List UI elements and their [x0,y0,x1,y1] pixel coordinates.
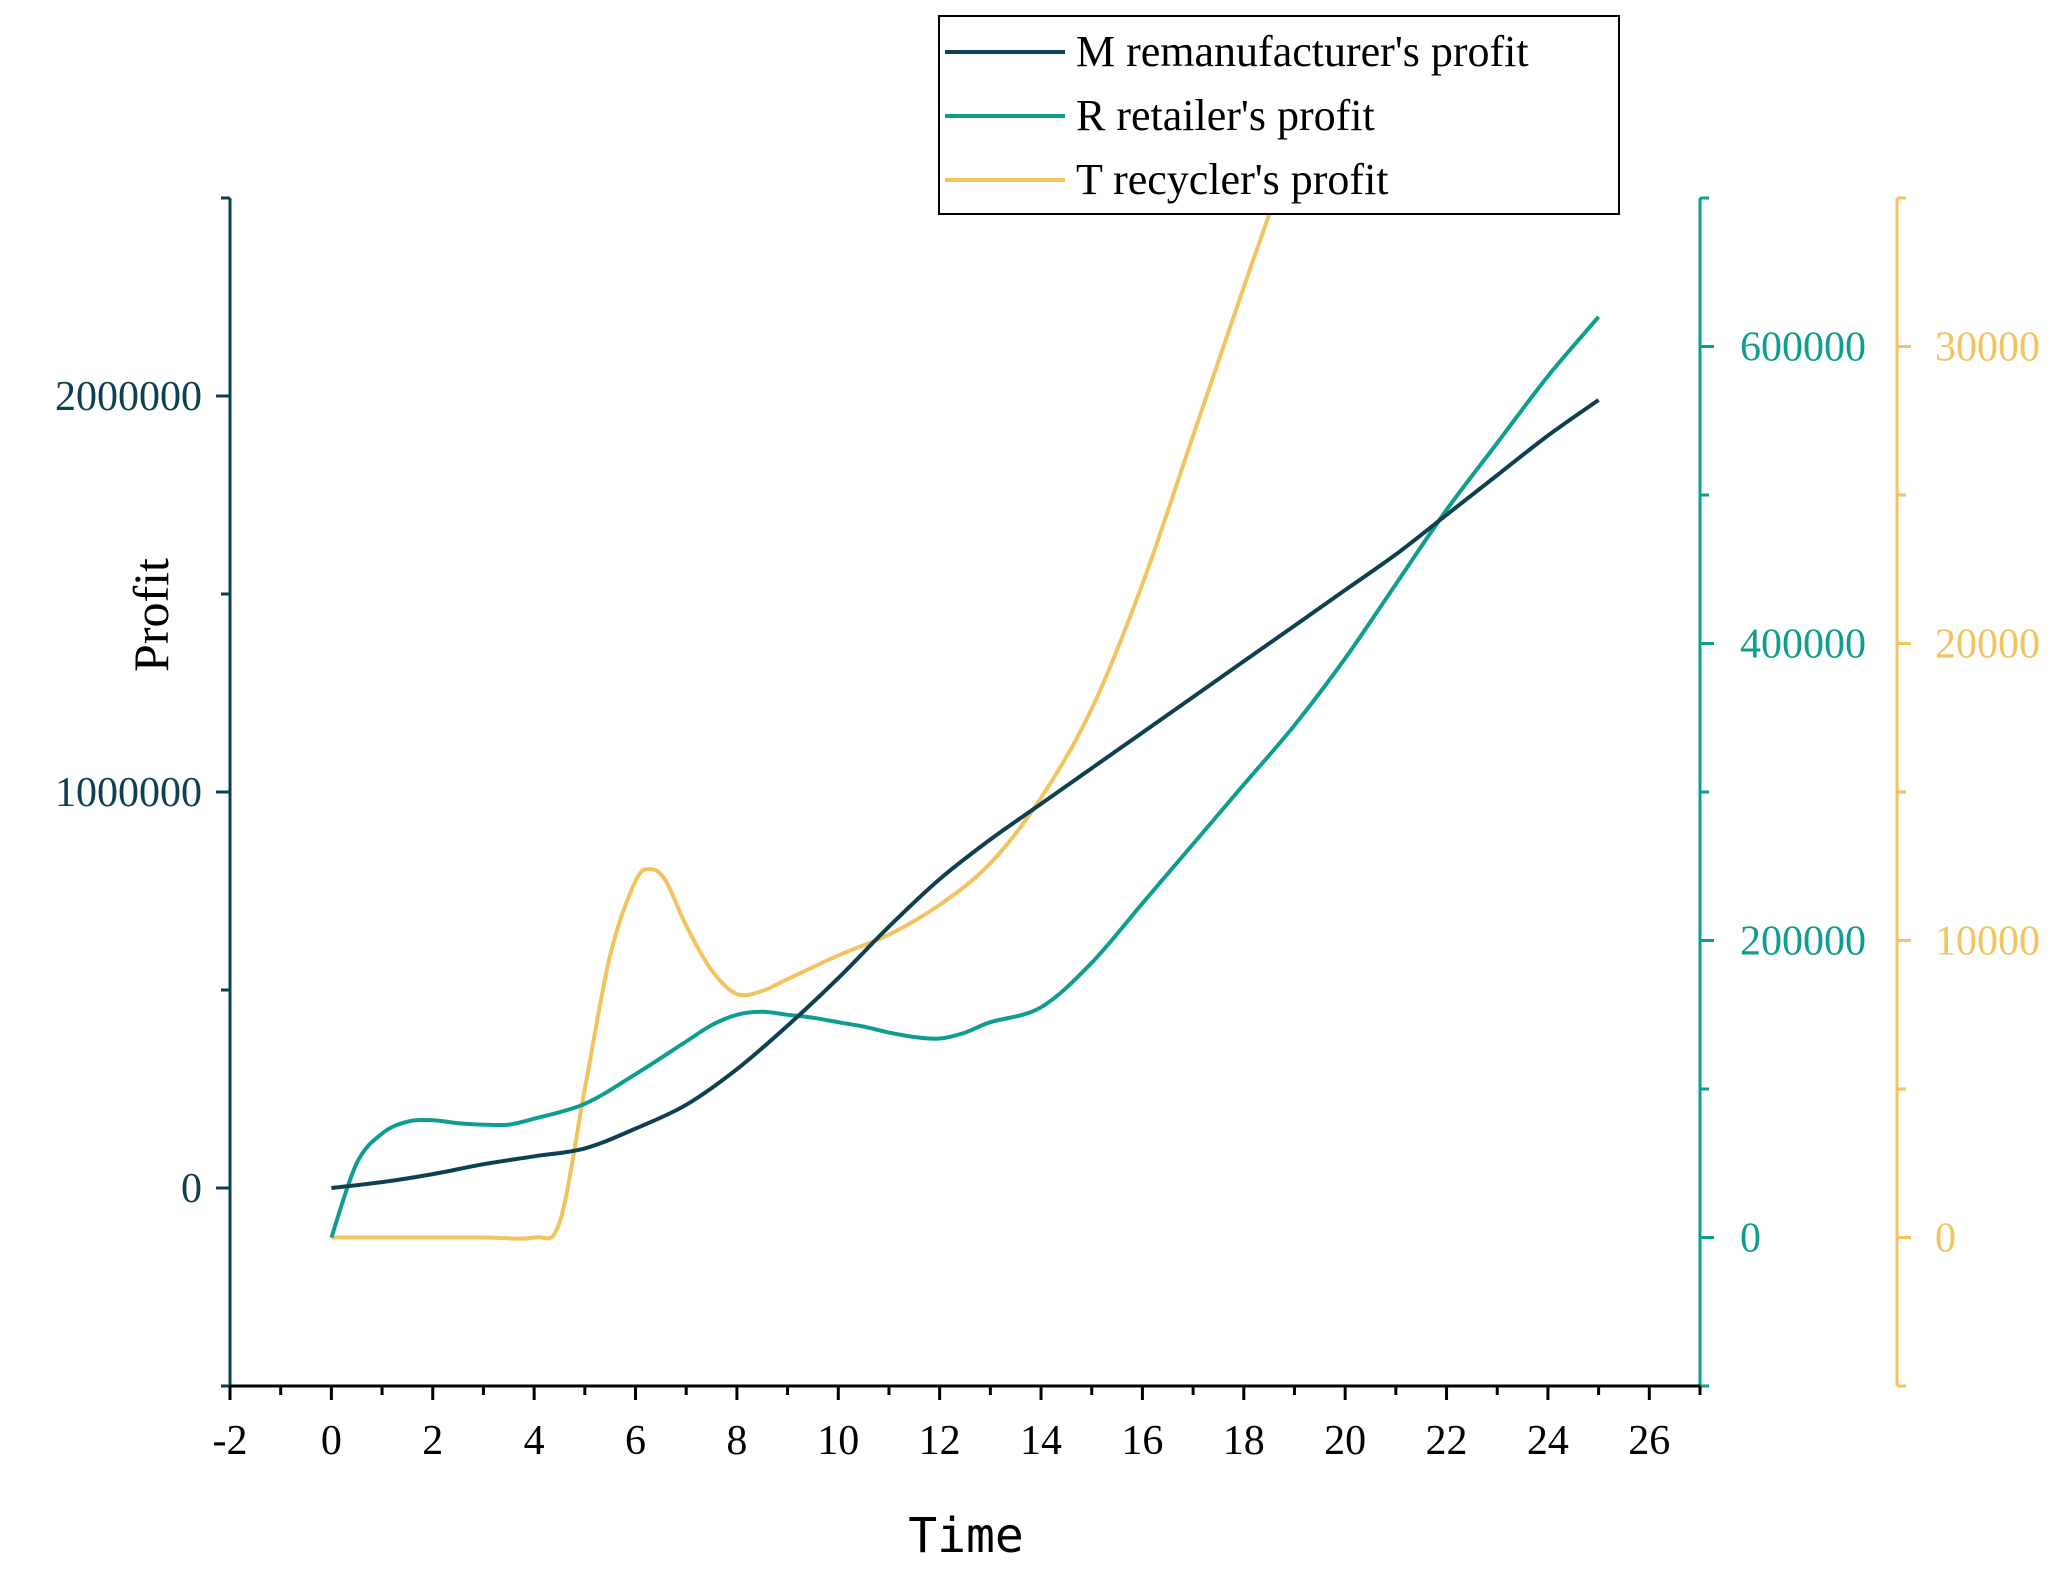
x-axis: -2 0 2 4 6 8 10 12 14 16 18 20 22 24 26 [213,1384,1702,1464]
tick-label: 22 [1426,1418,1468,1464]
tick-label: -2 [213,1418,248,1464]
tick-label: 16 [1121,1418,1163,1464]
tick-label: 0 [181,1166,202,1212]
tick-label: 8 [726,1418,747,1464]
tick-label: 400000 [1740,622,1866,668]
y-axis-title: Profit [123,558,179,672]
tick-label: 18 [1223,1418,1265,1464]
tick-label: 20000 [1935,622,2040,668]
tick-label: 0 [321,1418,342,1464]
x-axis-title: Time [908,1508,1024,1564]
right-y-axis-retailer: 0 200000 400000 600000 [1698,196,1866,1388]
series-line-recycler [331,198,1278,1241]
tick-label: 0 [1935,1216,1956,1262]
tick-label: 0 [1740,1216,1761,1262]
tick-label: 24 [1527,1418,1569,1464]
tick-label: 6 [625,1418,646,1464]
right-y-axis-recycler: 0 10000 20000 30000 [1895,196,2040,1388]
tick-label: 2000000 [55,374,202,420]
tick-label: 1000000 [55,770,202,816]
series-line-retailer [329,315,1601,1239]
tick-label: 30000 [1935,325,2040,371]
tick-label: 4 [524,1418,545,1464]
legend-label-recycler: T recycler's profit [1076,155,1389,204]
legend-label-retailer: R retailer's profit [1076,91,1375,140]
left-y-axis: 0 1000000 2000000 [55,196,232,1388]
tick-label: 2 [422,1418,443,1464]
tick-label: 200000 [1740,919,1866,965]
legend: M remanufacturer's profit R retailer's p… [938,15,1620,215]
tick-label: 600000 [1740,325,1866,371]
tick-label: 10000 [1935,919,2040,965]
tick-label: 14 [1020,1418,1062,1464]
tick-label: 10 [817,1418,859,1464]
legend-label-remanufacturer: M remanufacturer's profit [1076,27,1529,76]
tick-label: 12 [919,1418,961,1464]
series-lines [329,198,1601,1241]
tick-label: 26 [1628,1418,1670,1464]
tick-label: 20 [1324,1418,1366,1464]
series-line-remanufacturer [331,398,1600,1190]
